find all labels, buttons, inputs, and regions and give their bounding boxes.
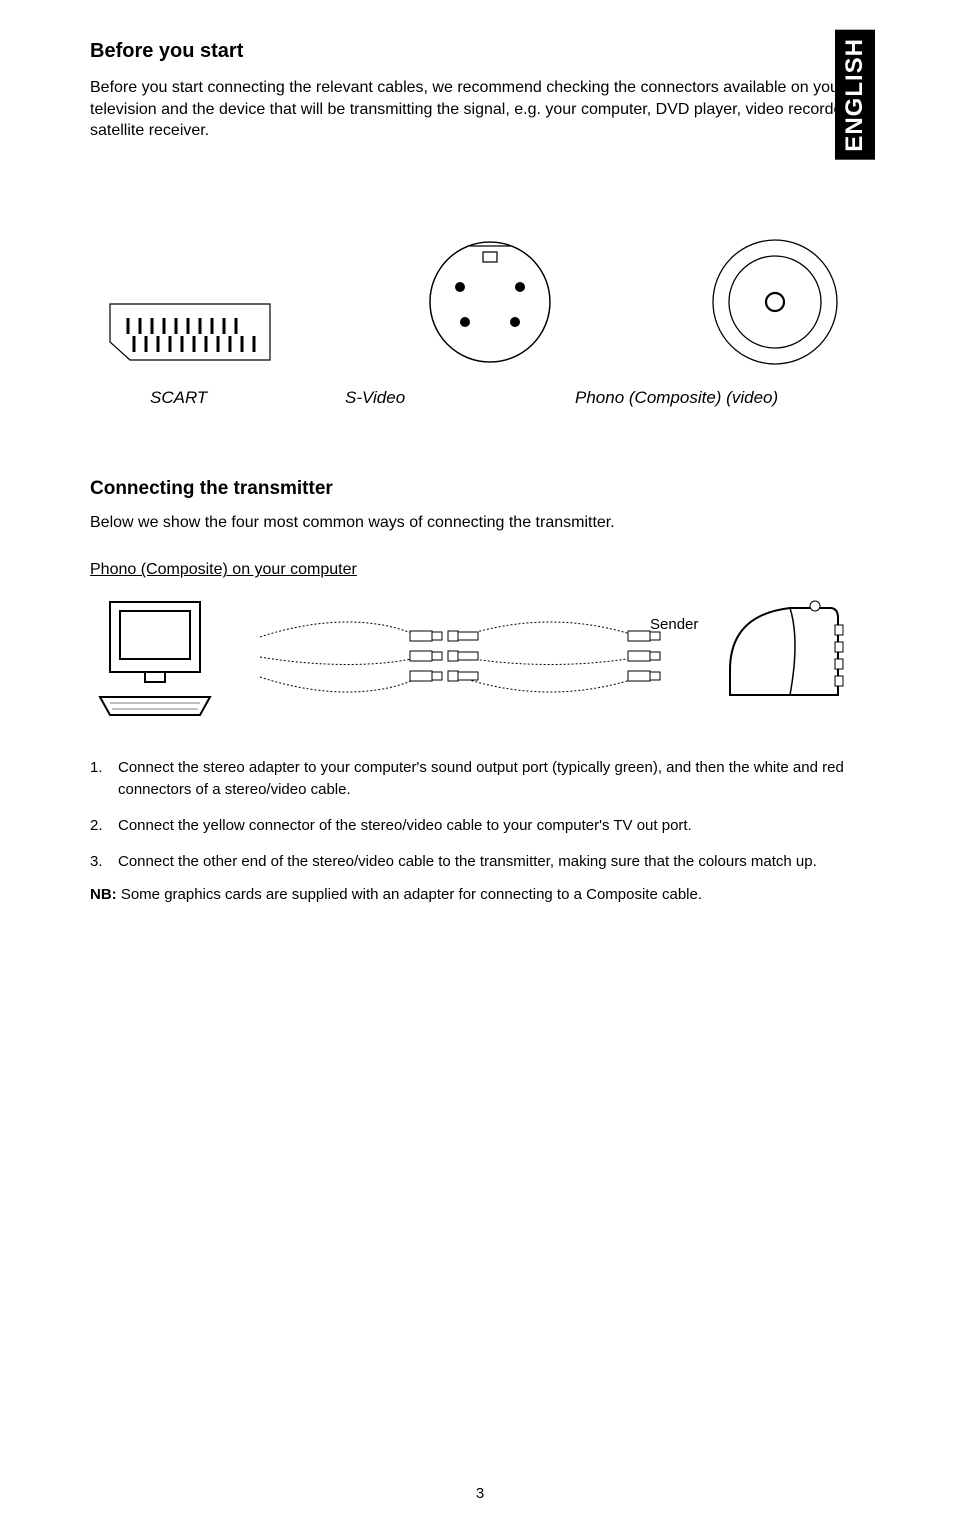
connection-diagram: Sender: [90, 597, 870, 717]
cables-icon: [260, 607, 680, 707]
sender-icon: [720, 600, 850, 710]
note-text: Some graphics cards are supplied with an…: [117, 886, 702, 903]
note: NB: Some graphics cards are supplied wit…: [90, 886, 870, 903]
page-number: 3: [0, 1485, 960, 1502]
scart-icon: [100, 292, 280, 372]
scart-label: SCART: [150, 388, 345, 408]
language-tab: ENGLISH: [835, 30, 875, 160]
steps-list: Connect the stereo adapter to your compu…: [90, 757, 870, 872]
step-1: Connect the stereo adapter to your compu…: [90, 757, 870, 801]
sender-label: Sender: [650, 616, 695, 633]
connector-illustrations: [90, 232, 870, 372]
step-2: Connect the yellow connector of the ster…: [90, 815, 870, 837]
note-prefix: NB:: [90, 886, 117, 903]
before-you-start-body: Before you start connecting the relevant…: [90, 77, 870, 142]
phono-label: Phono (Composite) (video): [575, 388, 840, 408]
svideo-label: S-Video: [345, 388, 575, 408]
svideo-icon: [415, 232, 565, 372]
connector-labels: SCART S-Video Phono (Composite) (video): [90, 388, 870, 408]
before-you-start-title: Before you start: [90, 40, 870, 63]
phono-computer-subtitle: Phono (Composite) on your computer: [90, 561, 870, 579]
phono-icon: [700, 232, 850, 372]
computer-icon: [90, 597, 220, 717]
connecting-transmitter-title: Connecting the transmitter: [90, 478, 870, 500]
step-3: Connect the other end of the stereo/vide…: [90, 851, 870, 873]
connecting-transmitter-body: Below we show the four most common ways …: [90, 512, 870, 534]
